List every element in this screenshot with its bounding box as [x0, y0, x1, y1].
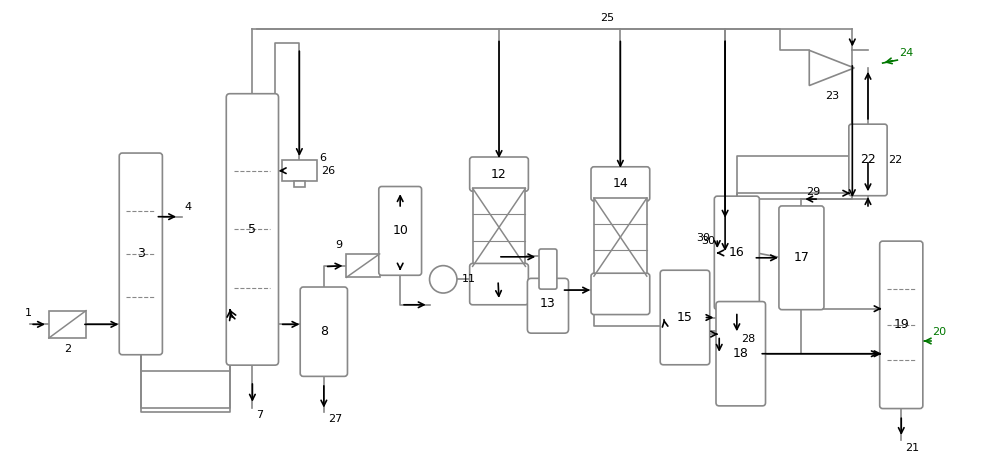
FancyBboxPatch shape	[119, 153, 162, 355]
Bar	[49, 311, 86, 338]
FancyBboxPatch shape	[539, 249, 557, 289]
FancyBboxPatch shape	[849, 124, 887, 196]
Text: 5: 5	[248, 223, 256, 236]
Text: 30: 30	[701, 236, 715, 246]
Bar	[594, 198, 647, 276]
Text: 3: 3	[137, 248, 145, 260]
Bar	[542, 280, 554, 288]
Text: 11: 11	[462, 274, 476, 284]
Text: 13: 13	[540, 297, 556, 310]
Text: 29: 29	[806, 187, 821, 197]
FancyBboxPatch shape	[379, 187, 422, 275]
Text: 19: 19	[893, 318, 909, 331]
Bar	[473, 188, 525, 266]
Text: 22: 22	[889, 155, 903, 165]
Text: 18: 18	[733, 347, 749, 360]
Text: 14: 14	[613, 177, 628, 190]
FancyBboxPatch shape	[591, 273, 650, 314]
Text: 15: 15	[677, 311, 693, 324]
FancyBboxPatch shape	[527, 278, 569, 333]
Text: 25: 25	[601, 13, 615, 23]
Bar	[346, 254, 380, 278]
Text: 1: 1	[25, 308, 32, 318]
Text: 20: 20	[933, 327, 947, 337]
Text: 12: 12	[491, 167, 507, 181]
Text: 28: 28	[741, 334, 755, 344]
Polygon shape	[809, 51, 854, 86]
Text: 10: 10	[392, 224, 408, 238]
FancyBboxPatch shape	[300, 287, 347, 376]
FancyBboxPatch shape	[660, 270, 710, 365]
Bar	[282, 160, 317, 182]
Text: 24: 24	[899, 48, 914, 58]
Text: 2: 2	[64, 344, 71, 354]
FancyBboxPatch shape	[716, 302, 766, 406]
FancyBboxPatch shape	[880, 241, 923, 409]
Circle shape	[430, 266, 457, 293]
Text: 21: 21	[905, 443, 919, 453]
Text: 23: 23	[825, 91, 839, 101]
FancyBboxPatch shape	[226, 94, 279, 365]
Text: 27: 27	[328, 415, 342, 425]
Text: 9: 9	[335, 240, 342, 250]
FancyBboxPatch shape	[470, 157, 528, 191]
FancyBboxPatch shape	[714, 196, 759, 310]
FancyBboxPatch shape	[779, 206, 824, 310]
Text: 4: 4	[185, 202, 192, 212]
Text: 30: 30	[696, 233, 710, 243]
Text: 17: 17	[793, 251, 809, 264]
Text: 22: 22	[860, 153, 876, 167]
Bar	[294, 182, 305, 187]
Text: 16: 16	[729, 247, 745, 259]
Text: 26: 26	[321, 166, 335, 176]
FancyBboxPatch shape	[591, 167, 650, 201]
Text: 7: 7	[256, 410, 263, 420]
Text: 8: 8	[320, 325, 328, 338]
FancyBboxPatch shape	[470, 263, 528, 305]
Text: 6: 6	[319, 153, 326, 163]
